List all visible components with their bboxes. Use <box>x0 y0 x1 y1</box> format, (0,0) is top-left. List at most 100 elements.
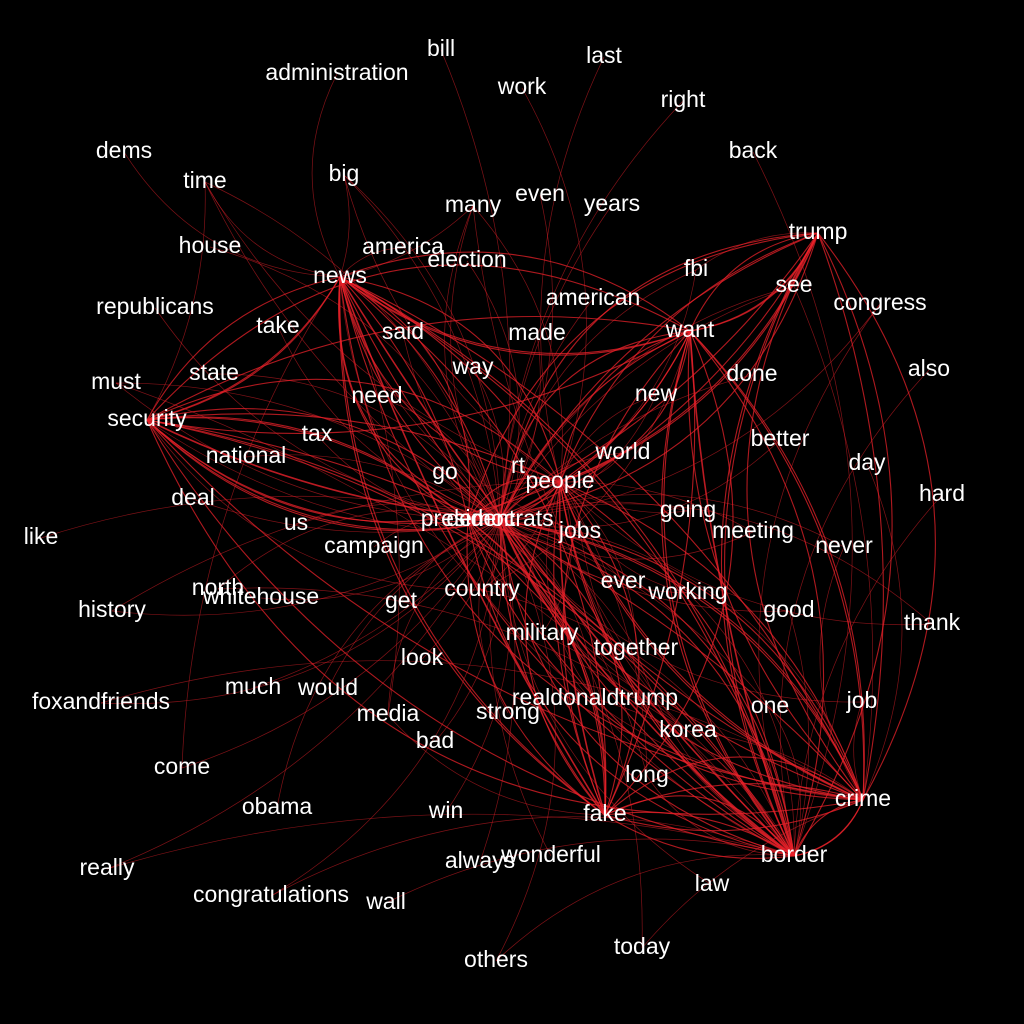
edge-trump-people <box>559 232 819 483</box>
edge-news-country <box>339 276 483 591</box>
edge-security-border <box>146 419 795 857</box>
edge-democrats-never <box>499 494 845 548</box>
node-label-crime: crime <box>835 785 891 811</box>
node-label-really: really <box>80 854 135 880</box>
edge-want-fake <box>562 330 691 816</box>
node-label-see: see <box>775 271 812 297</box>
edge-many-border <box>472 205 795 857</box>
edge-many-news <box>339 205 474 278</box>
edge-democrats-good <box>499 519 790 612</box>
node-label-made: made <box>508 319 566 345</box>
edge-democrats-national <box>245 454 501 521</box>
edge-democrats-whitehouse <box>260 519 501 601</box>
edge-fake-people <box>559 481 640 816</box>
node-label-never: never <box>815 532 873 558</box>
edge-democrats-us <box>295 503 501 525</box>
node-label-border: border <box>761 841 828 867</box>
edge-time-news <box>204 181 341 278</box>
edge-border-people <box>559 481 795 857</box>
edge-border-people <box>559 481 795 857</box>
node-label-deal: deal <box>171 484 214 510</box>
node-label-new: new <box>635 380 678 406</box>
edge-security-border <box>146 419 795 857</box>
edge-fake-democrats <box>499 519 606 816</box>
edge-border-fake <box>604 811 795 857</box>
edge-come-news <box>181 276 341 769</box>
node-label-president: president <box>421 505 516 531</box>
edge-must-border <box>115 382 795 857</box>
edge-democrats-new <box>499 394 657 521</box>
edge-democrats-deal <box>192 498 501 533</box>
node-label-wonderful: wonderful <box>500 841 601 867</box>
edge-big-democrats <box>343 174 501 521</box>
node-label-congratulations: congratulations <box>193 881 349 907</box>
edge-congratulations-border <box>270 816 795 897</box>
edge-work-people <box>521 87 587 483</box>
edge-democrats-see <box>499 285 795 521</box>
edge-democrats-strong <box>478 519 509 714</box>
edge-news-democrats <box>339 276 501 521</box>
edge-congratulations-democrats <box>270 519 501 897</box>
edge-want-security <box>146 330 691 434</box>
node-label-get: get <box>385 587 418 613</box>
node-label-good: good <box>763 596 814 622</box>
node-label-better: better <box>751 425 810 451</box>
edge-democrats-done <box>499 374 753 521</box>
edge-want-people <box>559 330 691 483</box>
node-label-even: even <box>515 180 565 206</box>
node-label-national: national <box>206 442 287 468</box>
edge-democrats-together <box>499 519 637 650</box>
edge-democrats-must <box>115 382 501 521</box>
edge-administration-news <box>311 73 341 278</box>
node-label-go: go <box>432 458 458 484</box>
edge-people-together <box>559 481 637 650</box>
node-label-state: state <box>189 359 239 385</box>
edge-trump-democrats <box>499 232 819 521</box>
edge-democrats-house <box>209 246 501 521</box>
node-label-come: come <box>154 753 210 779</box>
edge-want-crime <box>689 330 865 801</box>
edge-congress-democrats <box>499 303 881 521</box>
node-label-realdonaldtrump: realdonaldtrump <box>512 684 678 710</box>
edge-news-want <box>339 276 691 355</box>
edge-fake-media <box>387 714 606 816</box>
edge-crime-president <box>467 519 864 801</box>
node-label-would: would <box>297 674 358 700</box>
edge-border-democrats <box>499 519 795 857</box>
edge-together-border <box>635 648 795 857</box>
node-label-job: job <box>846 687 878 713</box>
edge-people-president <box>467 481 561 521</box>
edge-crime-jobs <box>579 531 864 801</box>
node-label-hard: hard <box>919 480 965 506</box>
node-label-strong: strong <box>476 698 540 724</box>
edge-people-realdonaldtrump <box>546 481 596 700</box>
edge-long-border <box>646 775 795 857</box>
edge-congress-border <box>758 303 881 857</box>
edge-also-border <box>780 369 930 857</box>
edge-big-people <box>343 174 561 483</box>
node-label-history: history <box>78 596 146 622</box>
node-label-done: done <box>726 360 777 386</box>
edge-want-fake <box>604 330 696 816</box>
node-label-day: day <box>848 449 886 475</box>
node-label-whitehouse: whitehouse <box>202 583 319 609</box>
edge-news-border <box>339 276 795 857</box>
highlight-edge-democrats-border <box>499 519 795 857</box>
node-label-fbi: fbi <box>684 255 708 281</box>
edge-democrats-take <box>277 326 501 521</box>
node-label-last: last <box>586 42 622 68</box>
edge-democrats-ever <box>499 519 624 583</box>
edge-democrats-north <box>217 509 501 590</box>
edge-news-crime <box>339 276 864 801</box>
node-label-military: military <box>506 619 579 645</box>
node-label-dems: dems <box>96 137 152 163</box>
edge-see-democrats <box>499 285 795 521</box>
edge-trump-crime <box>817 232 884 801</box>
edge-many-democrats <box>444 205 501 521</box>
edge-democrats-american <box>499 298 594 521</box>
node-label-look: look <box>401 644 444 670</box>
edge-democrats-meeting <box>499 519 754 560</box>
edge-fake-president <box>466 519 606 816</box>
edge-trump-crime <box>817 232 936 801</box>
